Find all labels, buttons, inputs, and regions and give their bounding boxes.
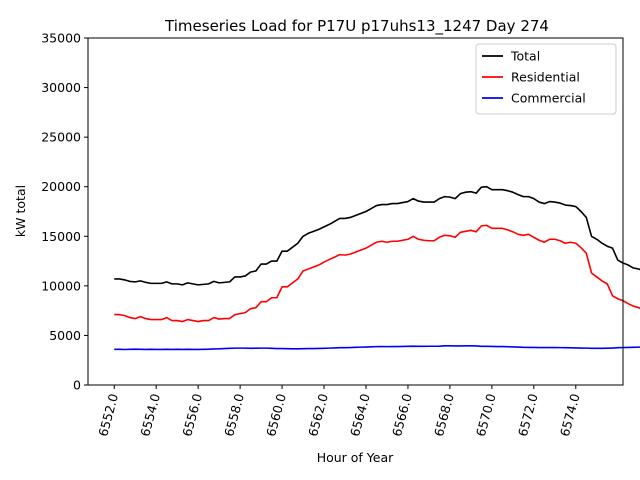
legend-label-total: Total — [510, 49, 540, 64]
chart-title: Timeseries Load for P17U p17uhs13_1247 D… — [164, 17, 549, 36]
x-tick-label: 6568.0 — [431, 392, 457, 438]
y-tick-label: 30000 — [41, 80, 81, 95]
x-tick-label: 6566.0 — [389, 392, 415, 438]
x-tick-label: 6564.0 — [347, 392, 373, 438]
y-tick-label: 10000 — [41, 278, 81, 293]
x-axis: 6552.0 6554.0 6556.0 6558.0 6560.0 6562.0 6564… — [95, 385, 583, 438]
x-tick-label: 6572.0 — [515, 392, 541, 438]
x-tick-label: 6556.0 — [179, 392, 205, 438]
legend-label-residential: Residential — [511, 70, 580, 85]
series-line-total — [114, 185, 640, 286]
legend-box — [475, 43, 617, 115]
y-tick-label: 15000 — [41, 229, 81, 244]
y-tick-label: 5000 — [49, 328, 81, 343]
plot-frame — [87, 37, 624, 386]
series-layer — [114, 185, 640, 351]
plot-area — [87, 37, 640, 386]
y-tick-label: 20000 — [41, 179, 81, 194]
legend-entries: Total Residential Commercial — [482, 49, 586, 106]
x-tick-label: 6554.0 — [137, 392, 163, 438]
y-tick-label: 35000 — [41, 31, 81, 46]
series-line-commercial — [114, 345, 640, 351]
legend-label-commercial: Commercial — [511, 91, 586, 106]
series-line-residential — [114, 224, 640, 323]
x-tick-label: 6570.0 — [473, 392, 499, 438]
x-axis-title: Hour of Year — [317, 450, 394, 465]
x-tick-label: 6552.0 — [95, 392, 121, 438]
y-axis: 0 5000 10000 15000 20000 25000 30000 35000 — [41, 31, 88, 393]
x-tick-label: 6560.0 — [263, 392, 289, 438]
legend: Total Residential Commercial — [475, 43, 617, 115]
x-tick-label: 6558.0 — [221, 392, 247, 438]
y-tick-label: 0 — [73, 378, 81, 393]
y-tick-label: 25000 — [41, 130, 81, 145]
x-tick-label: 6562.0 — [305, 392, 331, 438]
x-tick-label: 6574.0 — [557, 392, 583, 438]
y-axis-title: kW total — [13, 185, 28, 237]
